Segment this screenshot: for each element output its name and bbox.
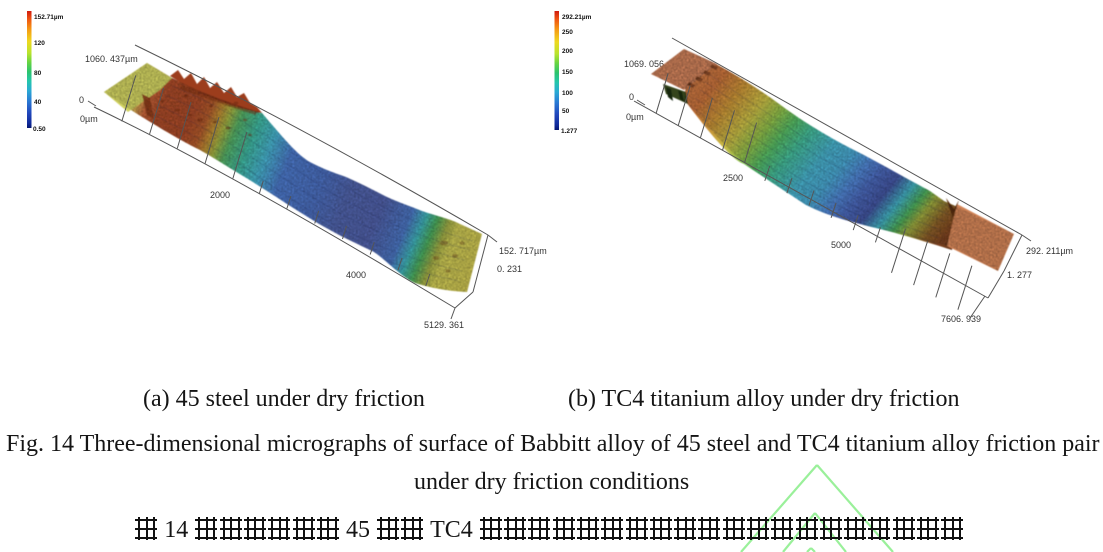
- svg-text:250: 250: [562, 29, 573, 36]
- svg-text:0: 0: [79, 95, 84, 105]
- svg-text:4000: 4000: [346, 270, 366, 280]
- svg-text:50: 50: [562, 108, 570, 115]
- svg-text:150: 150: [562, 69, 573, 76]
- svg-text:1.277: 1.277: [561, 128, 578, 135]
- svg-text:1060. 437µm: 1060. 437µm: [85, 54, 138, 64]
- svg-text:5000: 5000: [831, 240, 851, 250]
- svg-text:0: 0: [629, 92, 634, 102]
- svg-text:40: 40: [34, 99, 42, 106]
- svg-text:292.21µm: 292.21µm: [562, 14, 592, 21]
- svg-text:2000: 2000: [210, 190, 230, 200]
- svg-text:0µm: 0µm: [626, 112, 644, 122]
- svg-text:152.71µm: 152.71µm: [34, 14, 64, 21]
- svg-text:1069. 056: 1069. 056: [624, 59, 664, 69]
- svg-text:5129. 361: 5129. 361: [424, 320, 464, 330]
- svg-text:292. 211µm: 292. 211µm: [1026, 246, 1073, 256]
- svg-text:7606. 939: 7606. 939: [941, 314, 981, 324]
- svg-text:0. 231: 0. 231: [497, 264, 522, 274]
- svg-text:0µm: 0µm: [80, 114, 98, 124]
- svg-text:152. 717µm: 152. 717µm: [499, 246, 547, 256]
- svg-text:100: 100: [562, 90, 573, 97]
- svg-text:80: 80: [34, 70, 42, 77]
- svg-text:1. 277: 1. 277: [1007, 270, 1032, 280]
- svg-text:0.50: 0.50: [33, 126, 46, 133]
- svg-text:200: 200: [562, 48, 573, 55]
- svg-text:120: 120: [34, 40, 45, 47]
- svg-text:2500: 2500: [723, 173, 743, 183]
